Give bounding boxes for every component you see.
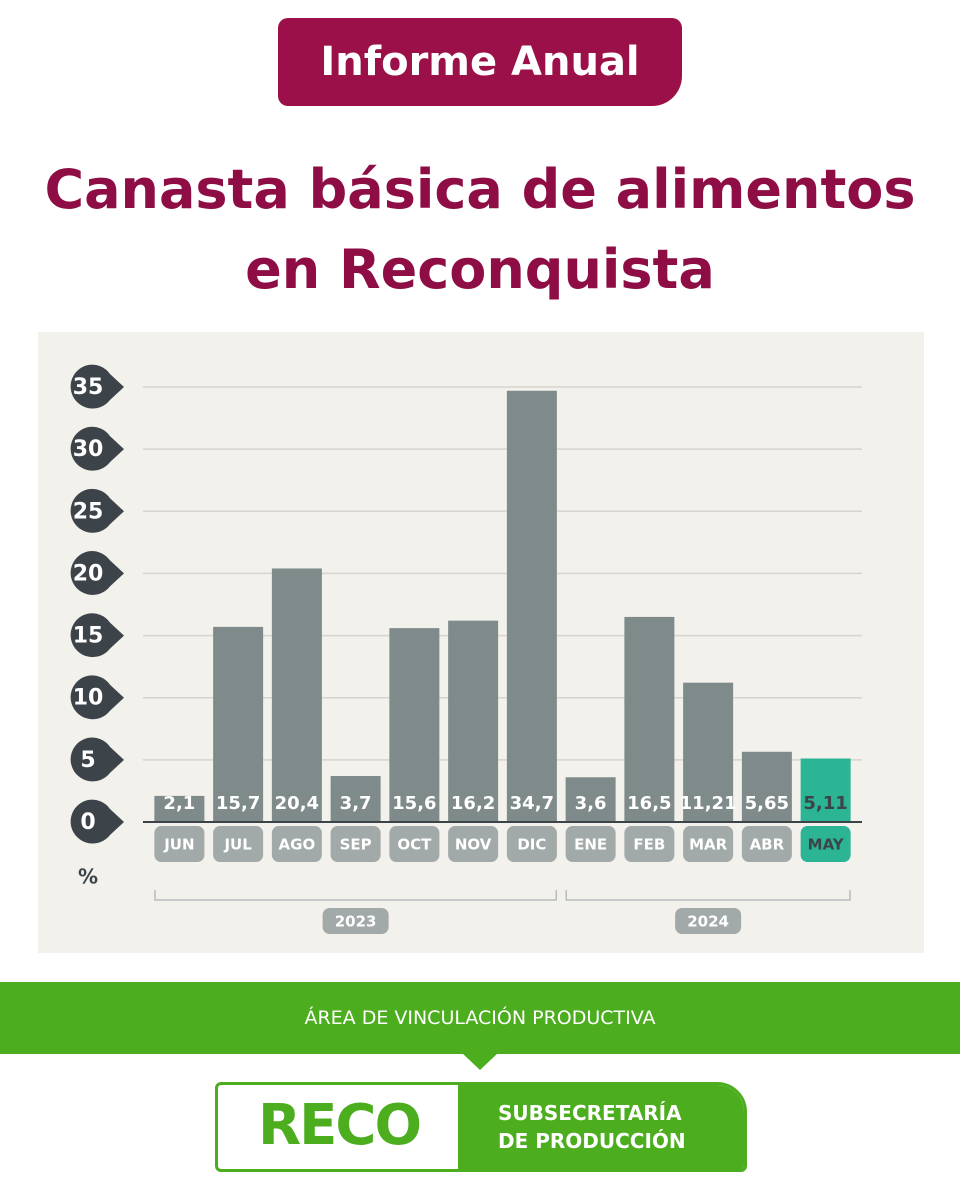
y-tick-label: 5 [80, 748, 95, 773]
value-label: 3,7 [340, 793, 372, 814]
bar [154, 795, 205, 822]
logo: RECO SUBSECRETARÍA DE PRODUCCIÓN [215, 1082, 747, 1172]
logo-text: RECO [258, 1093, 422, 1158]
x-tick-label: JUN [163, 836, 194, 854]
area-band: ÁREA DE VINCULACIÓN PRODUCTIVA [0, 982, 960, 1054]
x-tick-label: MAR [689, 836, 728, 854]
pointer [462, 1053, 498, 1070]
category-box [389, 826, 440, 862]
category-box [213, 826, 264, 862]
bar [741, 751, 792, 822]
year-label: 2024 [687, 913, 729, 931]
chart: % 0 5 10 15 20 25 30 35 2,1 JUN 15,7 JUL 20,4 AGO 3,7 S… [38, 332, 924, 953]
y-tick-label: 30 [73, 437, 104, 462]
bar [389, 628, 440, 822]
y-tick-marker [70, 799, 124, 844]
bar [271, 568, 322, 822]
year-bracket [154, 890, 557, 901]
value-label: 5,65 [745, 793, 789, 814]
value-label: 34,7 [510, 793, 554, 814]
year-bracket [565, 890, 851, 901]
category-box [683, 826, 734, 862]
y-tick-label: 25 [73, 499, 104, 524]
category-box [448, 826, 499, 862]
category-box [154, 826, 205, 862]
bar [800, 758, 851, 822]
x-tick-label: OCT [397, 836, 432, 854]
category-box [800, 826, 851, 862]
org-line: DE PRODUCCIÓN [498, 1129, 686, 1153]
value-label: 20,4 [275, 793, 319, 814]
value-label: 5,11 [803, 793, 847, 814]
x-tick-label: MAY [808, 836, 845, 854]
category-box [565, 826, 616, 862]
y-tick-marker [70, 551, 124, 595]
x-tick-label: DIC [517, 836, 546, 854]
bar [506, 390, 557, 822]
y-tick-label: 0 [80, 810, 95, 835]
year-label: 2023 [335, 913, 377, 931]
value-label: 16,5 [627, 793, 671, 814]
x-tick-label: FEB [633, 836, 665, 854]
value-label: 15,6 [392, 793, 436, 814]
value-label: 2,1 [163, 793, 195, 814]
x-tick-label: ABR [750, 836, 785, 854]
y-tick-label: 10 [73, 686, 104, 711]
x-tick-label: ENE [574, 836, 607, 854]
y-axis-label: % [78, 865, 98, 889]
value-label: 3,6 [575, 793, 607, 814]
bar [565, 777, 616, 822]
y-tick-marker [70, 426, 124, 471]
value-label: 16,2 [451, 793, 495, 814]
year-box [675, 908, 742, 934]
x-tick-label: JUL [223, 836, 252, 854]
bar [624, 616, 675, 822]
org-name: SUBSECRETARÍA DE PRODUCCIÓN [458, 1085, 744, 1169]
category-box [330, 826, 381, 862]
x-tick-label: AGO [279, 836, 316, 854]
y-tick-marker [70, 364, 124, 409]
y-tick-marker [70, 613, 124, 658]
bar [330, 776, 381, 822]
value-label: 11,21 [680, 793, 737, 814]
bar [213, 626, 264, 822]
org-line: SUBSECRETARÍA [498, 1101, 682, 1125]
category-box [741, 826, 792, 862]
chart-title: Canasta básica de alimentos en Reconquis… [44, 158, 916, 301]
y-tick-marker [70, 737, 124, 782]
value-label: 15,7 [216, 793, 260, 814]
badge: Informe Anual [278, 18, 682, 106]
y-tick-label: 20 [73, 561, 104, 586]
x-tick-label: SEP [340, 836, 372, 854]
category-box [271, 826, 322, 862]
year-box [322, 908, 389, 934]
category-box [506, 826, 557, 862]
x-tick-label: NOV [455, 836, 492, 854]
category-box [624, 826, 675, 862]
bar [448, 620, 499, 822]
bar [683, 682, 734, 822]
y-tick-marker [70, 488, 124, 533]
y-tick-marker [70, 675, 124, 720]
y-tick-label: 35 [73, 375, 104, 400]
y-tick-label: 15 [73, 624, 104, 649]
